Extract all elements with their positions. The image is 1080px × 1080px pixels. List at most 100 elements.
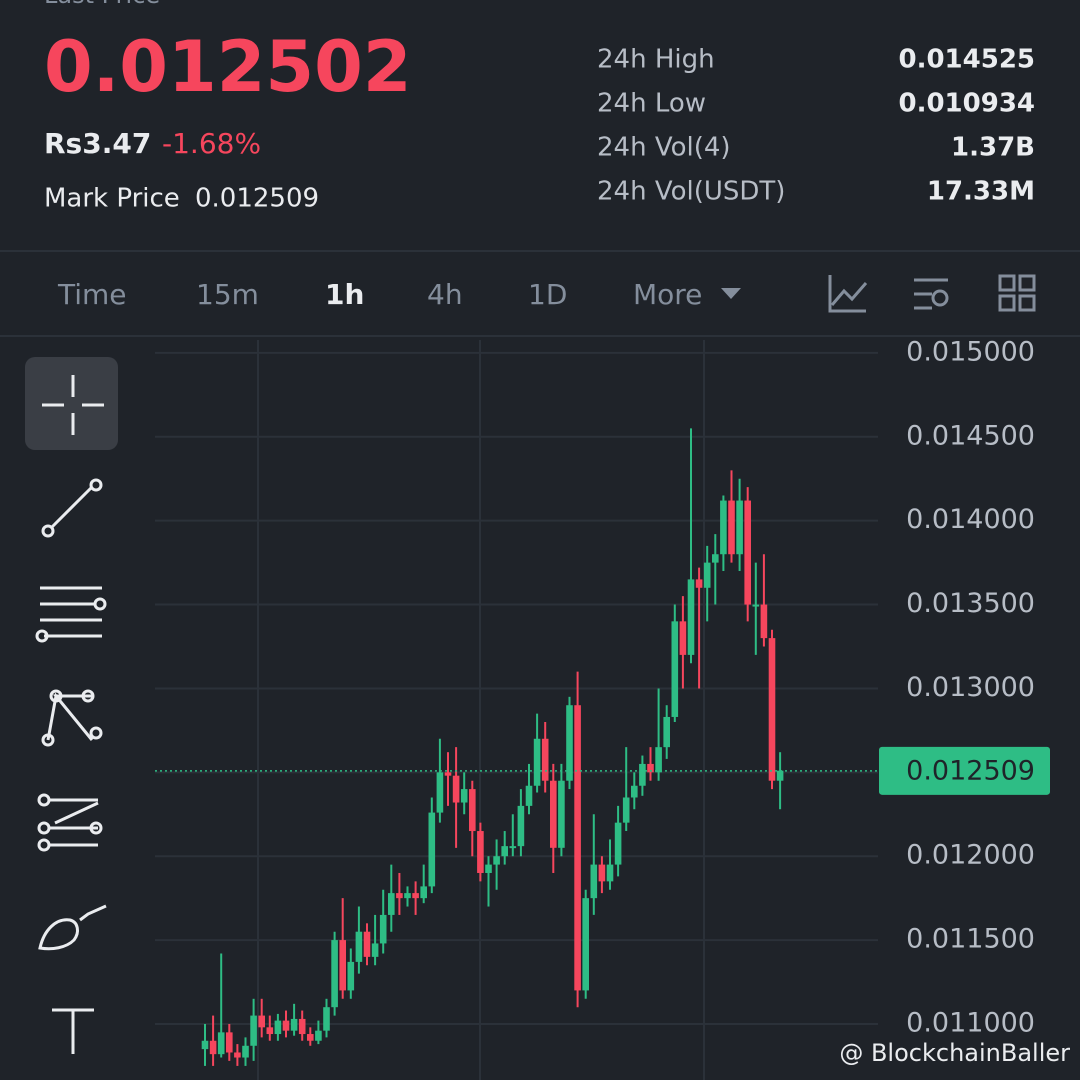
- candle-body: [428, 812, 436, 887]
- timeframe-tab[interactable]: More: [633, 278, 702, 311]
- stat-label: 24h Vol(4): [597, 133, 731, 163]
- candle-body: [744, 500, 751, 605]
- stat-label: 24h Vol(USDT): [597, 177, 785, 207]
- candle-body: [736, 500, 743, 555]
- candle-body: [566, 705, 573, 781]
- stat-value: 0.010934: [898, 89, 1035, 119]
- candle-body: [695, 579, 703, 588]
- y-tick-label: 0.013500: [906, 588, 1035, 619]
- candle-body: [541, 738, 549, 781]
- stat-value: 17.33M: [927, 177, 1035, 207]
- candle-body: [679, 621, 687, 655]
- candle-body: [558, 780, 565, 848]
- candle-body: [639, 763, 646, 786]
- candle-body: [379, 914, 387, 944]
- candle-body: [606, 864, 614, 882]
- candle-body: [776, 770, 784, 781]
- candle-body: [655, 747, 662, 773]
- current-price-label: 0.012509: [906, 755, 1035, 786]
- y-tick-label: 0.012000: [906, 840, 1035, 871]
- y-tick-label: 0.014000: [906, 504, 1035, 535]
- candle-body: [590, 864, 598, 899]
- candle-body: [201, 1040, 209, 1050]
- candle-body: [574, 705, 581, 991]
- candle-body: [388, 893, 395, 915]
- candle-body: [242, 1045, 249, 1058]
- candle-body: [315, 1030, 322, 1041]
- candle-body: [525, 785, 533, 806]
- mark-price-label: Mark Price: [44, 184, 180, 214]
- toolbar-icons[interactable]: [828, 274, 1036, 313]
- timeframe-tab[interactable]: 1D: [528, 278, 567, 311]
- candle-body: [533, 738, 541, 786]
- candle-body: [258, 1015, 265, 1028]
- candle-body: [509, 846, 517, 849]
- candle-body: [209, 1040, 217, 1055]
- candle-body: [436, 772, 444, 813]
- timeframe-tab[interactable]: Time: [57, 278, 127, 311]
- stat-label: 24h High: [597, 45, 715, 75]
- candle-body: [477, 831, 484, 873]
- stat-label: 24h Low: [597, 89, 706, 119]
- candle-body: [444, 772, 452, 776]
- timeframe-tab[interactable]: 1h: [325, 278, 364, 311]
- candle-body: [217, 1032, 225, 1055]
- mark-price: 0.012509: [195, 184, 319, 214]
- candle-body: [469, 789, 476, 832]
- candle-body: [622, 797, 630, 823]
- candle-body: [331, 940, 338, 1008]
- y-tick-label: 0.013000: [906, 672, 1035, 703]
- timeframe-tab[interactable]: 15m: [196, 278, 259, 311]
- candle-body: [550, 780, 557, 848]
- candle-body: [250, 1015, 257, 1046]
- candle-body: [728, 500, 735, 555]
- candle-body: [712, 554, 719, 563]
- candle-body: [493, 856, 500, 865]
- y-tick-label: 0.011500: [906, 924, 1035, 955]
- crosshair-tool[interactable]: [25, 357, 118, 450]
- timeframe-tab[interactable]: 4h: [427, 278, 463, 311]
- candle-body: [485, 864, 492, 873]
- candle-body: [687, 579, 695, 655]
- candle-body: [396, 893, 403, 899]
- candle-body: [274, 1020, 282, 1035]
- candle-body: [598, 864, 606, 882]
- candle-body: [703, 562, 711, 588]
- candle-body: [307, 1034, 314, 1041]
- candle-body: [517, 805, 525, 847]
- price-change: -1.68%: [162, 127, 261, 160]
- drawing-tools[interactable]: [35, 375, 107, 1054]
- last-price: 0.012502: [44, 26, 412, 108]
- candle-body: [663, 716, 670, 748]
- candle-body: [768, 638, 776, 781]
- candle-body: [420, 886, 427, 899]
- candle-body: [752, 604, 760, 607]
- stat-value: 1.37B: [951, 133, 1035, 163]
- stat-value: 0.014525: [898, 45, 1035, 75]
- candle-body: [323, 1007, 330, 1031]
- candle-body: [760, 604, 768, 639]
- candle-body: [282, 1020, 290, 1031]
- candle-body: [720, 500, 727, 555]
- candle-body: [363, 931, 371, 957]
- candle-body: [339, 940, 346, 991]
- candle-body: [647, 763, 654, 773]
- candle-body: [347, 961, 355, 991]
- candle-body: [371, 943, 379, 957]
- watermark: @ BlockchainBaller: [839, 1039, 1070, 1067]
- y-tick-label: 0.014500: [906, 420, 1035, 451]
- price-type[interactable]: Last Price: [44, 0, 160, 9]
- y-tick-label: 0.011000: [906, 1007, 1035, 1038]
- candle-body: [298, 1018, 306, 1035]
- y-tick-label: 0.015000: [906, 336, 1035, 367]
- candle-body: [355, 931, 363, 962]
- fiat-price: Rs3.47: [44, 127, 151, 160]
- candle-body: [266, 1027, 274, 1035]
- current-price-box: [879, 746, 1050, 795]
- candle-body: [404, 893, 411, 899]
- candle-body: [234, 1052, 241, 1058]
- candle-body: [290, 1018, 298, 1031]
